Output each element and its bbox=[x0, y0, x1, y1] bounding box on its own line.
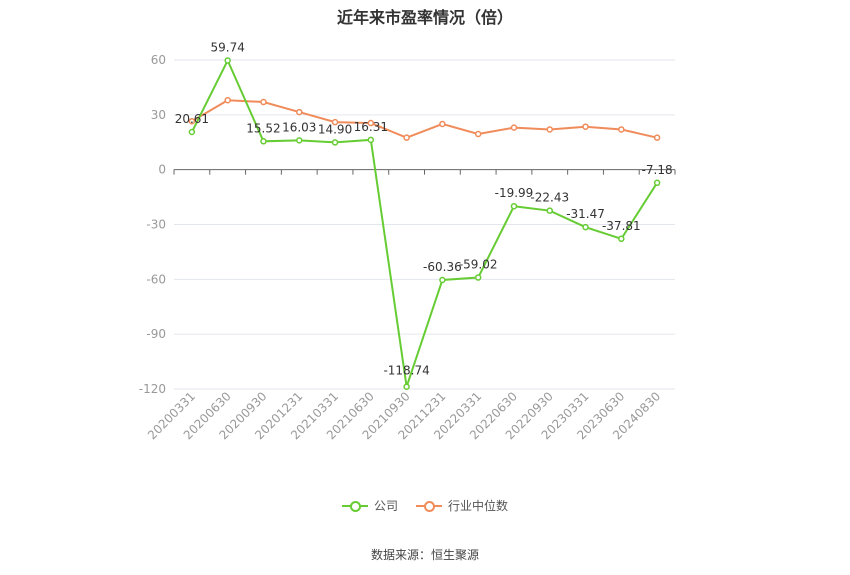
series-line-0 bbox=[190, 58, 658, 388]
legend-label: 行业中位数 bbox=[448, 499, 509, 513]
legend-label: 公司 bbox=[373, 499, 398, 513]
data-point bbox=[439, 276, 446, 284]
data-point bbox=[618, 126, 625, 133]
data-point bbox=[546, 207, 553, 214]
data-label: -7.18 bbox=[642, 163, 673, 177]
data-label: -37.81 bbox=[602, 219, 641, 233]
data-point bbox=[510, 124, 518, 131]
legend-item[interactable]: 公司 bbox=[341, 497, 398, 514]
data-point bbox=[260, 138, 267, 145]
data-label: 16.31 bbox=[354, 120, 388, 134]
data-point bbox=[403, 134, 410, 141]
series-line-1 bbox=[191, 99, 658, 139]
legend-line-icon bbox=[416, 500, 442, 512]
data-label: -19.99 bbox=[495, 186, 534, 200]
chart-title: 近年来市盈率情况（倍） bbox=[336, 8, 513, 27]
data-label: -31.47 bbox=[566, 207, 605, 221]
data-label: 15.52 bbox=[246, 121, 280, 135]
data-label: -22.43 bbox=[530, 191, 569, 205]
legend-marker-icon bbox=[424, 500, 435, 512]
data-label: -59.02 bbox=[459, 258, 498, 272]
data-point bbox=[367, 136, 375, 144]
y-tick-label: -60 bbox=[146, 272, 166, 286]
data-point bbox=[296, 137, 303, 144]
data-point bbox=[474, 130, 482, 138]
data-label: 20.61 bbox=[175, 112, 209, 126]
y-tick-label: 60 bbox=[151, 53, 166, 67]
data-point bbox=[653, 134, 661, 141]
data-point bbox=[188, 128, 196, 136]
data-point bbox=[331, 139, 339, 146]
legend-item[interactable]: 行业中位数 bbox=[416, 497, 508, 514]
y-tick-label: -120 bbox=[139, 382, 166, 396]
data-point bbox=[260, 98, 267, 106]
data-point bbox=[439, 120, 446, 128]
data-label: -118.74 bbox=[383, 364, 429, 378]
data-point bbox=[331, 118, 339, 126]
legend-line-icon bbox=[341, 500, 368, 512]
y-tick-label: 0 bbox=[158, 163, 166, 177]
data-point bbox=[367, 119, 375, 127]
data-point bbox=[474, 274, 482, 281]
y-tick-label: -90 bbox=[146, 327, 166, 341]
data-point bbox=[582, 223, 589, 231]
data-point bbox=[224, 57, 231, 64]
data-label: 16.03 bbox=[282, 120, 316, 134]
data-point bbox=[582, 123, 589, 130]
legend: 公司 行业中位数 bbox=[0, 497, 850, 514]
source-note: 数据来源：恒生聚源 bbox=[370, 548, 479, 562]
legend-marker-icon bbox=[349, 500, 361, 512]
data-point bbox=[188, 117, 196, 125]
data-label: 14.90 bbox=[318, 122, 352, 136]
data-point bbox=[403, 383, 410, 390]
data-point bbox=[224, 96, 231, 104]
data-point bbox=[510, 202, 518, 210]
data-label: -60.36 bbox=[423, 260, 462, 274]
data-point bbox=[546, 126, 553, 133]
data-point bbox=[296, 108, 303, 116]
data-point bbox=[618, 235, 625, 243]
data-point bbox=[653, 179, 661, 187]
y-tick-label: -30 bbox=[146, 218, 166, 232]
data-label: 59.74 bbox=[210, 40, 244, 54]
y-tick-label: 30 bbox=[151, 108, 166, 122]
